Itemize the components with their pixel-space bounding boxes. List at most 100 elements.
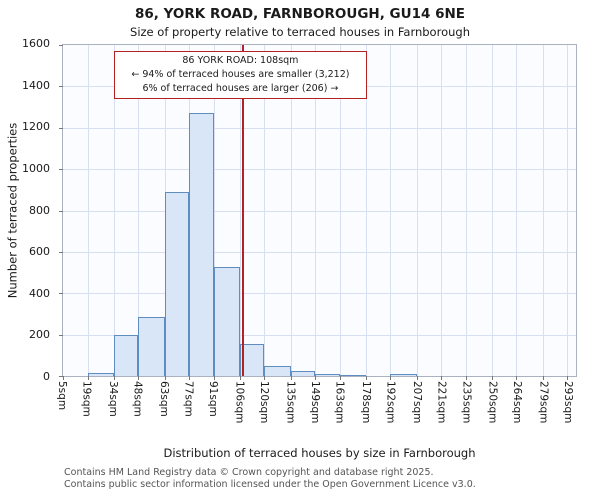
x-tick-label: 264sqm [511,381,524,424]
y-tick-mark [59,169,63,171]
histogram-bar [138,317,165,376]
grid-line-horizontal [63,210,576,212]
annotation-box: 86 YORK ROAD: 108sqm ← 94% of terraced h… [114,51,367,100]
x-tick-mark [264,376,266,380]
grid-line-horizontal [63,293,576,295]
histogram-bar [113,334,139,376]
y-tick-label: 200 [29,328,50,342]
histogram-bar [290,371,316,376]
x-tick-mark [213,376,215,380]
grid-line-horizontal [63,169,576,171]
histogram-bar [264,365,291,376]
grid-line-vertical [465,45,467,376]
x-tick-label: 163sqm [333,381,346,424]
annotation-larger-pct: 6% of terraced houses are larger (206) → [142,82,339,94]
x-tick-label: 178sqm [360,381,373,424]
grid-line-vertical [264,45,266,376]
footer-ogl-licence: Contains public sector information licen… [64,479,476,491]
y-tick-label: 1400 [22,78,50,92]
x-tick-label: 192sqm [384,381,397,424]
grid-line-vertical [567,45,569,376]
x-tick-label: 63sqm [157,381,170,417]
histogram-bar [189,113,214,376]
x-tick-mark [189,376,191,380]
grid-line-vertical [416,45,418,376]
x-tick-mark [516,376,518,380]
x-tick-label: 250sqm [486,381,499,424]
x-tick-mark [390,376,392,380]
histogram-bar [213,267,240,376]
y-tick-label: 0 [43,370,50,383]
x-tick-mark [365,376,367,380]
property-size-marker-line [242,45,245,376]
histogram-bar [390,374,417,376]
x-tick-label: 135sqm [284,381,297,424]
x-tick-label: 77sqm [182,381,195,417]
x-tick-label: 106sqm [233,381,246,424]
x-tick-label: 120sqm [258,381,271,424]
grid-line-vertical [290,45,292,376]
grid-line-vertical [315,45,317,376]
grid-line-vertical [441,45,443,376]
y-tick-label: 600 [29,245,50,259]
y-tick-mark [59,127,63,129]
plot-area: 86 YORK ROAD: 108sqm ← 94% of terraced h… [59,44,577,380]
grid-line-horizontal [63,251,576,253]
histogram-bar [87,372,114,376]
x-tick-label: 279sqm [537,381,550,424]
y-tick-mark [59,334,63,336]
y-tick-mark [59,376,63,377]
x-tick-label: 48sqm [131,381,144,417]
grid-line-horizontal [63,334,576,336]
y-tick-mark [59,210,63,212]
x-tick-mark [290,376,292,380]
x-tick-mark [441,376,443,380]
x-tick-mark [87,376,89,380]
grid-line-vertical [113,45,115,376]
x-tick-label: 221sqm [435,381,448,424]
x-tick-label: 34sqm [106,381,119,417]
y-tick-label: 800 [29,203,50,217]
x-tick-label: 149sqm [309,381,322,424]
y-tick-label: 1600 [22,37,50,50]
y-tick-label: 1200 [22,120,50,134]
annotation-smaller-pct: ← 94% of terraced houses are smaller (3,… [131,68,350,80]
x-tick-mark [567,376,569,380]
footer: Contains HM Land Registry data © Crown c… [64,467,476,492]
grid-line-vertical [491,45,493,376]
x-tick-mark [315,376,317,380]
grid-line-vertical [365,45,367,376]
annotation-property-size: 86 YORK ROAD: 108sqm [182,55,299,66]
x-tick-mark [542,376,544,380]
y-tick-label: 400 [29,286,50,300]
y-tick-mark [59,45,63,46]
x-tick-mark [113,376,115,380]
grid-line-vertical [213,45,215,376]
histogram-bar [339,374,366,376]
x-tick-label: 5sqm [56,381,68,411]
grid-line-vertical [390,45,392,376]
y-tick-mark [59,293,63,295]
chart-subtitle: Size of property relative to terraced ho… [130,25,470,39]
x-tick-label: 235sqm [460,381,473,424]
x-tick-mark [416,376,418,380]
x-tick-mark [465,376,467,380]
grid-line-vertical [542,45,544,376]
x-tick-mark [239,376,241,380]
x-tick-mark [491,376,493,380]
grid-line-vertical [239,45,241,376]
y-tick-label: 1000 [22,161,50,175]
x-tick-labels: 5sqm 19sqm 34sqm 48sqm 63sqm 77sqm 91sqm 106sqm… [56,381,577,443]
x-tick-label: 293sqm [562,381,575,424]
footer-hm-land-registry: Contains HM Land Registry data © Crown c… [64,467,434,478]
x-tick-mark [63,376,64,380]
x-axis-label: Distribution of terraced houses by size … [163,446,476,460]
y-tick-mark [59,86,63,88]
x-tick-label: 91sqm [207,381,220,417]
grid-line-vertical [138,45,140,376]
x-tick-label: 19sqm [80,381,93,417]
grid-line-vertical [516,45,518,376]
grid-line-vertical [339,45,341,376]
histogram-bar [164,191,190,376]
x-tick-mark [164,376,166,380]
